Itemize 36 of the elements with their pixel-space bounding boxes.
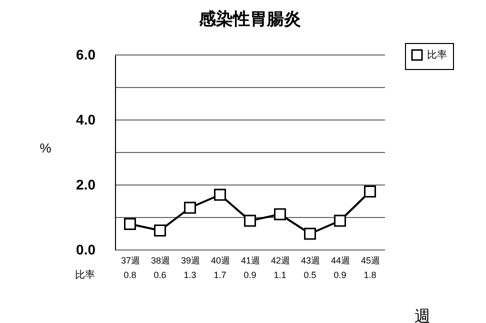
y-tick-label: 4.0 bbox=[76, 112, 96, 128]
x-tick-label: 43週 bbox=[300, 256, 320, 266]
x-tick-label: 37週 bbox=[120, 256, 140, 266]
point bbox=[364, 186, 376, 198]
point bbox=[304, 228, 316, 240]
x-tick-label: 40週 bbox=[210, 256, 230, 266]
y-tick-label: 0.0 bbox=[76, 242, 96, 258]
point bbox=[244, 214, 256, 227]
point bbox=[334, 214, 346, 227]
data-label: 0.5 bbox=[304, 270, 316, 280]
data-label: 0.8 bbox=[124, 270, 136, 280]
point bbox=[214, 188, 226, 201]
x-tick-label: 42週 bbox=[270, 256, 290, 266]
text: 比率 bbox=[75, 270, 95, 281]
x-tick-label: 39週 bbox=[180, 256, 200, 266]
data-label: 0.6 bbox=[154, 270, 166, 280]
point bbox=[154, 224, 166, 236]
y-tick-label: 6.0 bbox=[76, 46, 96, 62]
legend-label: 比率 bbox=[427, 49, 447, 61]
data-label: 0.9 bbox=[244, 270, 256, 280]
data-label: 1.8 bbox=[364, 270, 376, 280]
y-axis-title: % bbox=[40, 140, 52, 156]
x-tick-label: 45週 bbox=[360, 256, 380, 266]
data-label: 1.7 bbox=[214, 270, 226, 280]
data-label: 0.9 bbox=[334, 270, 346, 280]
chart-title: 感染性胃腸炎 bbox=[198, 10, 301, 28]
x-tick-label: 41週 bbox=[240, 256, 260, 266]
y-tick-label: 2.0 bbox=[76, 176, 96, 192]
x-tick-label: 44週 bbox=[330, 256, 350, 266]
point bbox=[274, 208, 286, 220]
point bbox=[184, 202, 196, 214]
x-tick-label: 38週 bbox=[150, 256, 170, 266]
data-label: 1.3 bbox=[184, 270, 196, 280]
x-axis-title: 週 bbox=[414, 308, 430, 323]
point bbox=[124, 218, 136, 230]
data-label: 1.1 bbox=[274, 270, 286, 280]
